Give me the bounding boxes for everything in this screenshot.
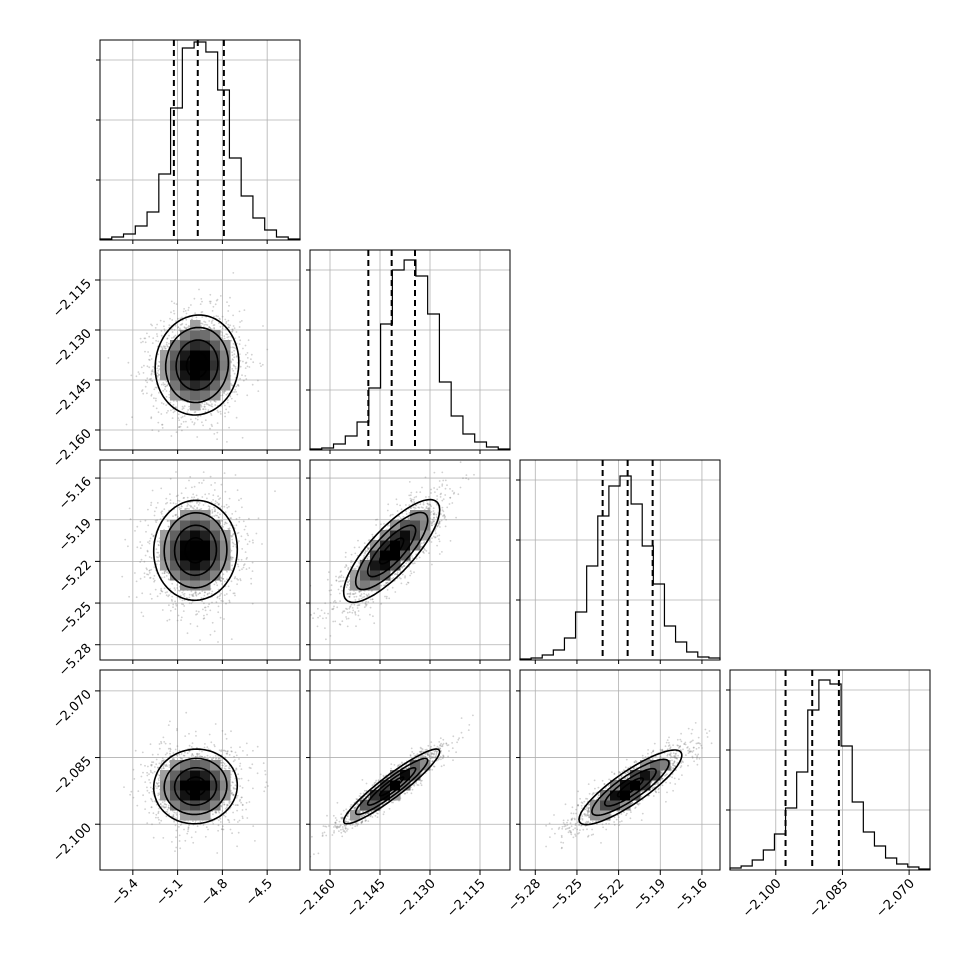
x-tick-label: −5.16 <box>672 876 711 915</box>
y-tick-label: −2.115 <box>50 276 95 321</box>
contour-line <box>342 748 441 825</box>
density-layer <box>107 272 713 858</box>
contour-line <box>378 776 405 797</box>
x-tick-label: −5.25 <box>547 876 586 915</box>
y-tick-label: −5.28 <box>56 641 95 680</box>
x-tick-label: −5.4 <box>109 876 142 909</box>
y-tick-label: −2.130 <box>50 326 95 371</box>
contour-line <box>366 767 417 806</box>
diag-frame-3 <box>729 669 931 871</box>
x-tick-label: −2.160 <box>294 876 339 921</box>
contour-line <box>164 326 230 404</box>
contour-line <box>173 524 218 577</box>
y-tick-label: −2.100 <box>50 820 95 865</box>
panel-frame-2-0 <box>99 459 301 661</box>
panel-frame-3-2 <box>519 669 721 871</box>
x-tick-label: −2.130 <box>394 876 439 921</box>
x-tick-label: −5.1 <box>154 876 187 909</box>
contour-line <box>342 498 441 604</box>
contour-line <box>184 537 207 564</box>
contour-line <box>616 777 645 798</box>
y-tick-label: −2.070 <box>50 687 95 732</box>
density-panel-1-0 <box>107 272 269 443</box>
x-tick-label: −2.115 <box>444 876 489 921</box>
diag-frame-2 <box>519 459 721 661</box>
x-tick-label: −5.28 <box>505 876 544 915</box>
density-panel-3-1 <box>310 714 474 858</box>
marks-layer <box>99 40 931 870</box>
contour-line <box>578 749 683 826</box>
density-panel-2-0 <box>121 471 276 643</box>
y-tick-label: −5.19 <box>56 516 95 555</box>
contour-line <box>152 748 239 825</box>
y-tick-label: −2.160 <box>50 426 95 471</box>
panel-frame-3-1 <box>309 669 511 871</box>
contour-line <box>184 776 207 797</box>
x-tick-label: −2.085 <box>807 876 852 921</box>
y-tick-label: −2.085 <box>50 754 95 799</box>
y-tick-label: −5.22 <box>56 558 95 597</box>
x-tick-label: −5.22 <box>589 876 628 915</box>
histogram-0 <box>99 41 301 240</box>
contour-line <box>185 351 209 379</box>
contour-line <box>603 767 657 807</box>
contour-line <box>354 511 429 591</box>
density-panel-3-2 <box>545 722 713 850</box>
x-tick-label: −2.100 <box>740 876 785 921</box>
x-tick-label: −5.19 <box>630 876 669 915</box>
x-tick-label: −2.070 <box>873 876 918 921</box>
y-tick-label: −5.16 <box>56 474 95 513</box>
diag-frame-0 <box>99 39 301 241</box>
panel-frame-1-0 <box>99 249 301 451</box>
density-panel-2-1 <box>310 461 475 641</box>
contour-line <box>163 511 228 589</box>
x-tick-label: −4.5 <box>243 876 276 909</box>
y-tick-label: −2.145 <box>50 376 95 421</box>
diag-frame-1 <box>309 249 511 451</box>
density-panel-3-0 <box>123 711 269 854</box>
contour-line <box>378 537 405 565</box>
x-tick-label: −2.145 <box>344 876 389 921</box>
histogram-3 <box>729 679 931 870</box>
panel-frame-2-1 <box>309 459 511 661</box>
contour-line <box>154 314 240 416</box>
y-tick-label: −5.25 <box>56 599 95 638</box>
contour-line <box>163 757 228 816</box>
contour-line <box>366 524 417 578</box>
panel-frame-3-0 <box>99 669 301 871</box>
histogram-2 <box>519 475 721 660</box>
histogram-1 <box>309 259 511 450</box>
contour-line <box>354 757 429 816</box>
grid-layer <box>100 40 930 870</box>
contour-line <box>152 499 239 602</box>
x-tick-label: −4.8 <box>198 876 231 909</box>
contour-line <box>173 767 218 806</box>
contour-line <box>591 758 670 817</box>
contour-line <box>175 339 219 391</box>
